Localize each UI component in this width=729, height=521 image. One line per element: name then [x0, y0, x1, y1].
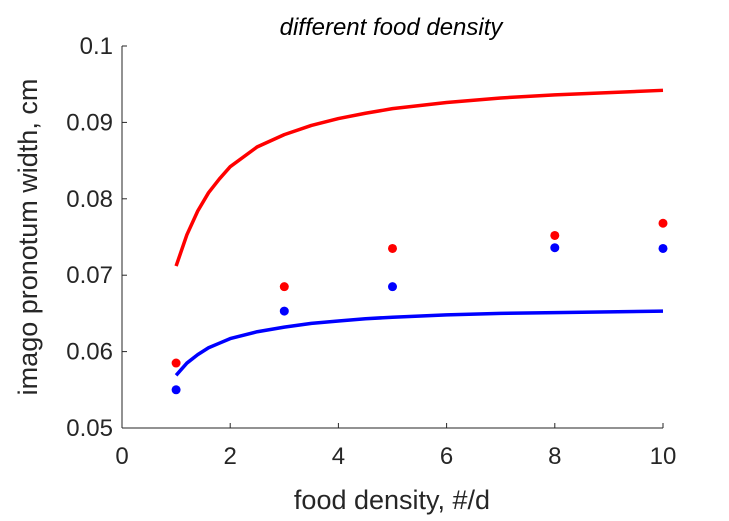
data-point-series-2	[658, 243, 668, 253]
plot-area	[171, 88, 668, 395]
y-tick-label: 0.07	[66, 262, 113, 289]
data-point-series-1	[550, 230, 560, 240]
y-tick-label: 0.09	[66, 109, 113, 136]
x-tick-label: 10	[650, 443, 677, 470]
data-point-series-2	[171, 385, 181, 395]
data-point-series-2	[550, 243, 560, 253]
data-point-series-1	[279, 282, 289, 292]
x-tick-label: 8	[548, 443, 561, 470]
fit-curve-1	[174, 88, 664, 267]
x-tick-label: 6	[440, 443, 453, 470]
y-axis-label: imago pronotum width, cm	[13, 79, 43, 396]
y-tick-label: 0.08	[66, 186, 113, 213]
data-point-series-2	[279, 306, 289, 316]
chart-title: different food density	[280, 14, 505, 41]
data-point-series-1	[658, 218, 668, 228]
x-axis-label: food density, #/d	[294, 485, 490, 515]
x-tick-label: 0	[115, 443, 128, 470]
x-tick-label: 2	[224, 443, 237, 470]
y-axis-ticks: 0.05 0.06 0.07 0.08 0.09 0.1	[66, 33, 127, 442]
x-tick-label: 4	[332, 443, 345, 470]
data-point-series-1	[388, 243, 397, 253]
y-tick-label: 0.1	[80, 33, 113, 60]
data-point-series-1	[171, 358, 181, 368]
x-axis-ticks: 0 2 4 6 8 10	[115, 423, 676, 470]
y-tick-label: 0.05	[66, 415, 113, 442]
data-point-series-2	[388, 282, 397, 292]
y-tick-label: 0.06	[66, 339, 113, 366]
fit-curve-2	[174, 309, 664, 377]
